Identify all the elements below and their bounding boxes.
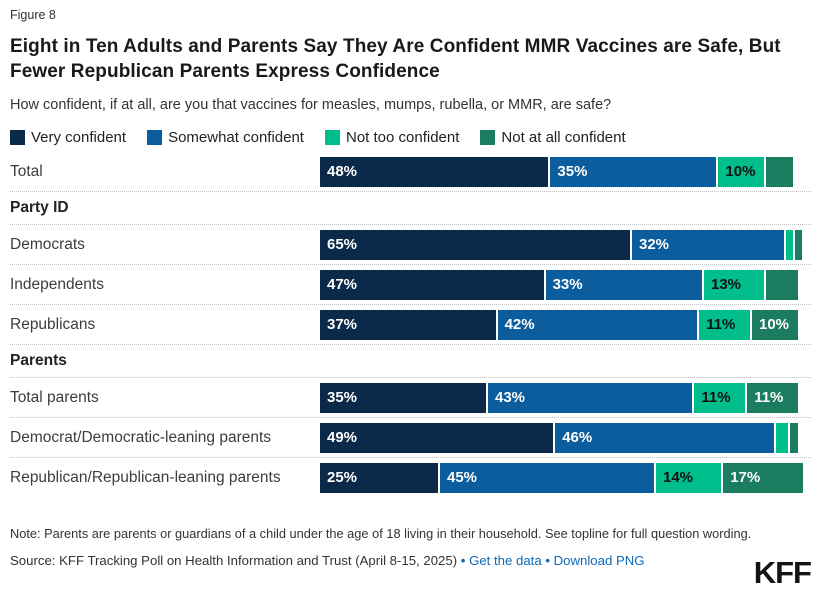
chart-title: Eight in Ten Adults and Parents Say They…	[10, 36, 781, 83]
row-label: Democrats	[10, 235, 85, 253]
figure-label: Figure 8	[10, 8, 56, 22]
separator-dot: •	[545, 552, 550, 568]
bar-row-democrat-democratic-leaning-parents: Democrat/Democratic-leaning parents 49% 46…	[10, 418, 811, 459]
download-png-link[interactable]: Download PNG	[553, 552, 645, 568]
bar-segment-not-too-confident[interactable]: 13%	[703, 269, 765, 300]
bar-segment-not-too-confident[interactable]: 10%	[718, 156, 765, 187]
legend-label: Very confident	[31, 129, 127, 147]
bar-segment-not-too-confident[interactable]	[785, 229, 794, 260]
bar-segment-not-at-all-confident[interactable]	[790, 422, 798, 453]
note-text: Note: Parents are parents or guardians o…	[10, 526, 752, 542]
bar-segment-somewhat-confident[interactable]: 43%	[488, 382, 693, 413]
bar-segment-somewhat-confident[interactable]: 46%	[555, 422, 774, 453]
bar-segment-very-confident[interactable]: 35%	[320, 382, 486, 413]
row-label: Republican/Republican-leaning parents	[10, 468, 281, 486]
legend-swatch-somewhat-confident	[147, 130, 163, 146]
bar-segment-not-at-all-confident[interactable]	[766, 269, 798, 300]
bar-track: 49% 46%	[320, 422, 800, 453]
bar-segment-not-at-all-confident[interactable]: 11%	[747, 382, 798, 413]
bar-segment-somewhat-confident[interactable]: 32%	[632, 229, 784, 260]
section-header-parents: Parents	[10, 345, 811, 379]
legend-item-not-too-confident[interactable]: Not too confident	[324, 129, 460, 147]
bar-segment-somewhat-confident[interactable]: 35%	[550, 156, 717, 187]
bar-segment-not-too-confident[interactable]: 14%	[656, 462, 722, 493]
bar-segment-not-at-all-confident[interactable]	[795, 229, 803, 260]
chart-subtitle: How confident, if at all, are you that v…	[10, 97, 612, 114]
bar-track: 35% 43% 11% 11%	[320, 382, 800, 413]
bar-segment-very-confident[interactable]: 48%	[320, 156, 549, 187]
stacked-bar-chart: Total 48% 35% 10% Party ID Democrats 65% 32% Ind…	[10, 152, 811, 497]
row-label: Democrat/Democratic-leaning parents	[10, 428, 272, 446]
bar-segment-not-at-all-confident[interactable]	[766, 156, 794, 187]
bar-segment-not-at-all-confident[interactable]: 10%	[751, 309, 798, 340]
legend-label: Somewhat confident	[168, 129, 304, 147]
bar-track: 65% 32%	[320, 229, 804, 260]
bar-segment-not-at-all-confident[interactable]: 17%	[723, 462, 803, 493]
bar-track: 48% 35% 10%	[320, 156, 795, 187]
bar-segment-very-confident[interactable]: 65%	[320, 229, 630, 260]
bar-track: 37% 42% 11% 10%	[320, 309, 800, 340]
bar-segment-not-too-confident[interactable]: 11%	[694, 382, 746, 413]
row-label: Total parents	[10, 388, 99, 406]
bar-segment-somewhat-confident[interactable]: 45%	[440, 462, 654, 493]
row-label: Independents	[10, 275, 104, 293]
bar-segment-somewhat-confident[interactable]: 42%	[497, 309, 698, 340]
source-text: Source: KFF Tracking Poll on Health Info…	[10, 552, 458, 568]
legend-item-not-at-all-confident[interactable]: Not at all confident	[480, 129, 626, 147]
get-the-data-link[interactable]: Get the data	[469, 552, 542, 568]
bar-row-total-parents: Total parents 35% 43% 11% 11%	[10, 378, 811, 419]
legend: Very confident Somewhat confident Not too …	[10, 129, 811, 146]
section-header-party-id: Party ID	[10, 192, 811, 226]
bar-segment-not-too-confident[interactable]	[775, 422, 789, 453]
bar-segment-very-confident[interactable]: 37%	[320, 309, 496, 340]
legend-swatch-not-at-all-confident	[480, 130, 496, 146]
legend-item-somewhat-confident[interactable]: Somewhat confident	[147, 129, 304, 146]
bar-segment-very-confident[interactable]: 25%	[320, 462, 438, 493]
legend-label: Not too confident	[345, 129, 460, 147]
legend-label: Not at all confident	[501, 129, 626, 147]
row-label: Republicans	[10, 315, 96, 333]
legend-item-very-confident[interactable]: Very confident	[10, 129, 126, 146]
bar-row-total: Total 48% 35% 10%	[10, 152, 811, 193]
bar-row-republican-republican-leaning-parents: Republican/Republican-leaning parents 25%…	[10, 458, 811, 497]
bar-segment-somewhat-confident[interactable]: 33%	[545, 269, 702, 300]
bar-track: 47% 33% 13%	[320, 269, 800, 300]
row-label: Total	[10, 162, 43, 180]
legend-swatch-not-too-confident	[324, 130, 340, 146]
bar-segment-not-too-confident[interactable]: 11%	[699, 309, 750, 340]
separator-dot: •	[460, 552, 466, 568]
kff-logo[interactable]: KFF	[753, 555, 812, 590]
source-line: Source: KFF Tracking Poll on Health Info…	[10, 553, 730, 568]
bar-segment-very-confident[interactable]: 47%	[320, 269, 544, 300]
bar-track: 25% 45% 14% 17%	[320, 462, 805, 493]
bar-row-republicans: Republicans 37% 42% 11% 10%	[10, 305, 811, 346]
bar-row-democrats: Democrats 65% 32%	[10, 225, 811, 266]
legend-swatch-very-confident	[10, 130, 25, 146]
bar-row-independents: Independents 47% 33% 13%	[10, 265, 811, 306]
bar-segment-very-confident[interactable]: 49%	[320, 422, 554, 453]
